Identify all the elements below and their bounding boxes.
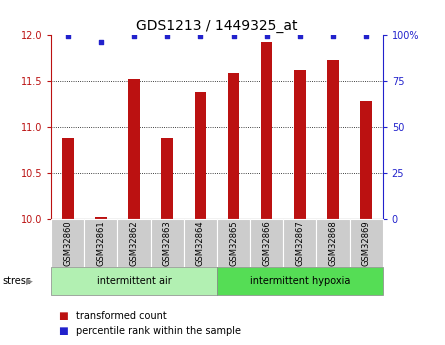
- Point: [296, 33, 303, 39]
- Bar: [62, 138, 73, 219]
- Text: ▶: ▶: [26, 277, 32, 286]
- Text: stress: stress: [2, 276, 31, 286]
- Text: GSM32863: GSM32863: [163, 220, 172, 266]
- Text: GSM32866: GSM32866: [262, 220, 271, 266]
- Point: [197, 33, 204, 39]
- Bar: [128, 79, 140, 219]
- Bar: [350, 219, 383, 267]
- Bar: [85, 219, 117, 267]
- Bar: [228, 73, 239, 219]
- Text: ■: ■: [58, 311, 68, 321]
- Text: GSM32861: GSM32861: [97, 220, 105, 266]
- Bar: [162, 138, 173, 219]
- Bar: [217, 267, 383, 295]
- Bar: [261, 42, 272, 219]
- Bar: [184, 219, 217, 267]
- Bar: [250, 219, 283, 267]
- Bar: [316, 219, 350, 267]
- Text: GSM32867: GSM32867: [295, 220, 304, 266]
- Bar: [327, 60, 339, 219]
- Bar: [194, 92, 206, 219]
- Text: intermittent hypoxia: intermittent hypoxia: [250, 276, 350, 286]
- Bar: [217, 219, 250, 267]
- Text: GSM32860: GSM32860: [63, 220, 72, 266]
- Point: [230, 33, 237, 39]
- Text: percentile rank within the sample: percentile rank within the sample: [76, 326, 241, 336]
- Text: GSM32869: GSM32869: [362, 220, 371, 266]
- Point: [263, 33, 270, 39]
- Point: [363, 33, 370, 39]
- Point: [164, 33, 171, 39]
- Bar: [117, 219, 150, 267]
- Text: GSM32864: GSM32864: [196, 220, 205, 266]
- Text: GSM32862: GSM32862: [129, 220, 138, 266]
- Bar: [51, 267, 217, 295]
- Text: transformed count: transformed count: [76, 311, 166, 321]
- Bar: [150, 219, 184, 267]
- Text: ■: ■: [58, 326, 68, 336]
- Title: GDS1213 / 1449325_at: GDS1213 / 1449325_at: [136, 19, 298, 33]
- Bar: [283, 219, 316, 267]
- Point: [130, 33, 138, 39]
- Bar: [294, 70, 306, 219]
- Text: intermittent air: intermittent air: [97, 276, 171, 286]
- Bar: [95, 217, 107, 219]
- Bar: [360, 101, 372, 219]
- Bar: [51, 219, 84, 267]
- Point: [97, 39, 105, 45]
- Point: [329, 33, 336, 39]
- Text: GSM32865: GSM32865: [229, 220, 238, 266]
- Text: GSM32868: GSM32868: [328, 220, 337, 266]
- Point: [64, 33, 71, 39]
